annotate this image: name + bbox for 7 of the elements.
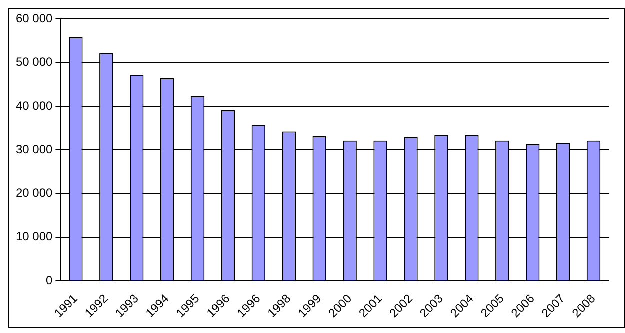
y-tick-label: 30 000 bbox=[16, 142, 54, 156]
y-tick-label: 10 000 bbox=[16, 230, 54, 244]
y-tick-label: 60 000 bbox=[16, 12, 54, 26]
y-tick-label: 40 000 bbox=[16, 98, 54, 113]
y-tick-label: 20 000 bbox=[16, 186, 54, 200]
y-tick-label: 0 bbox=[46, 273, 54, 288]
y-tick-label: 50 000 bbox=[16, 55, 54, 70]
